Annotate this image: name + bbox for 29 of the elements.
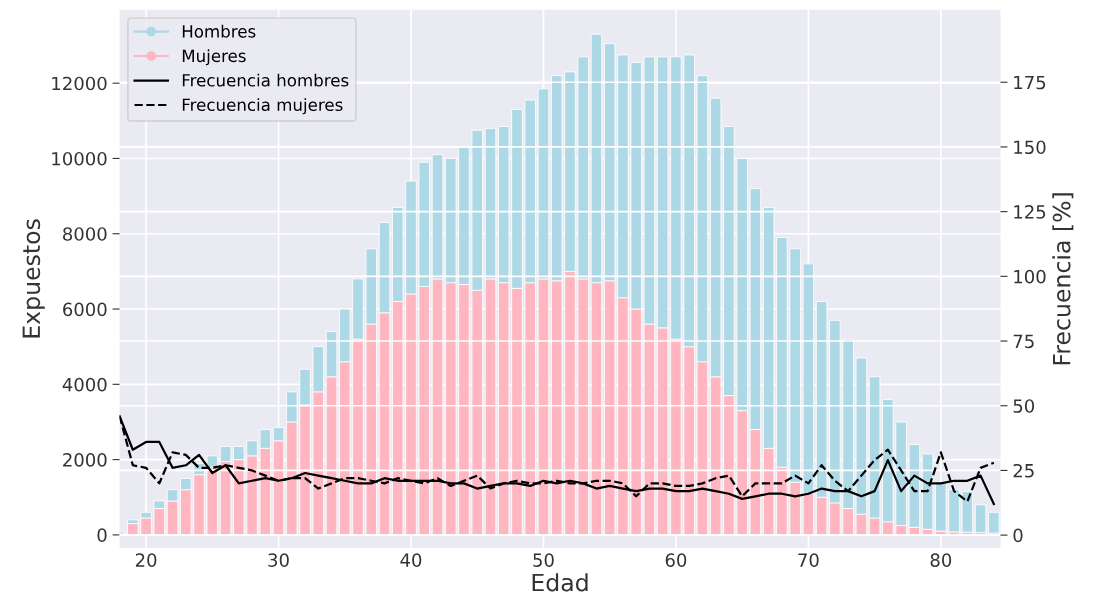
y2-tick-label: 100 (1014, 269, 1046, 284)
y-tick-label: 8000 (63, 227, 107, 241)
y2-axis-title: Frecuencia [%] (1052, 193, 1074, 365)
y-tick-label: 10000 (52, 151, 107, 166)
y2-tick-label: 50 (1013, 399, 1035, 413)
x-tick-label: 70 (798, 553, 819, 567)
y2-tick-label: 150 (1014, 140, 1046, 155)
y2-tick-label: 75 (1013, 334, 1034, 349)
legend-label: Hombres (182, 24, 256, 38)
x-tick-label: 50 (533, 553, 554, 567)
x-tick-label: 80 (930, 553, 952, 567)
y2-tick-label: 175 (1014, 75, 1046, 90)
y-tick-label: 6000 (63, 302, 107, 317)
legend-label: Frecuencia hombres (182, 73, 349, 87)
y2-tick-label: 0 (1013, 528, 1023, 543)
x-tick-label: 60 (665, 553, 687, 567)
x-axis-title: Edad (532, 573, 588, 592)
x-tick-label: 40 (400, 553, 422, 567)
legend-label: Frecuencia mujeres (182, 98, 343, 115)
y2-tick-label: 25 (1013, 463, 1034, 478)
y-axis-title: Expuestos (22, 219, 45, 338)
y-tick-label: 2000 (63, 453, 107, 467)
x-tick-label: 30 (268, 553, 289, 567)
y-tick-label: 4000 (62, 377, 107, 392)
y-tick-label: 0 (97, 528, 107, 543)
legend-label: Mujeres (182, 49, 246, 66)
x-tick-label: 20 (135, 553, 157, 567)
y2-tick-label: 125 (1014, 205, 1046, 219)
y-tick-label: 12000 (52, 76, 107, 91)
